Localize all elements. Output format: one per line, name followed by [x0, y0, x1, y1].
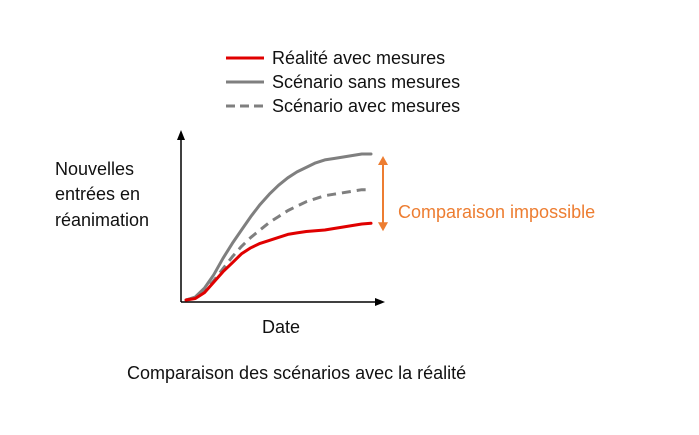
- x-axis-label: Date: [262, 317, 300, 337]
- legend: Réalité avec mesures Scénario sans mesure…: [226, 48, 460, 116]
- y-axis-label-line-3: réanimation: [55, 210, 149, 230]
- legend-label-1: Réalité avec mesures: [272, 48, 445, 68]
- y-axis-label-line-1: Nouvelles: [55, 159, 134, 179]
- series-line-2: [184, 152, 373, 302]
- y-axis-label-line-2: entrées en: [55, 184, 140, 204]
- y-axis-label: Nouvelles entrées en réanimation: [55, 159, 149, 230]
- axes: [177, 130, 385, 306]
- legend-label-2: Scénario sans mesures: [272, 72, 460, 92]
- x-axis-arrowhead: [375, 298, 385, 306]
- series-line-3: [185, 188, 371, 302]
- legend-label-3: Scénario avec mesures: [272, 96, 460, 116]
- y-axis-arrowhead: [177, 130, 185, 140]
- annotation-label: Comparaison impossible: [398, 202, 595, 222]
- series-line-1: [184, 221, 373, 302]
- figure-caption: Comparaison des scénarios avec la réalit…: [127, 363, 466, 383]
- series-lines: [184, 152, 373, 302]
- annotation-arrowhead-bottom: [378, 222, 388, 232]
- annotation: Comparaison impossible: [378, 155, 595, 232]
- annotation-arrowhead-top: [378, 155, 388, 165]
